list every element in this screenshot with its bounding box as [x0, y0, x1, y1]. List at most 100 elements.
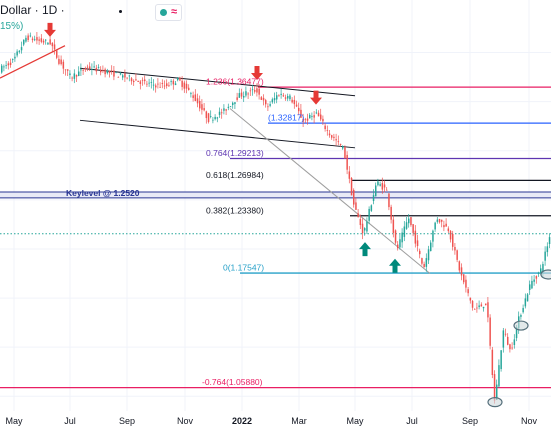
- candle-body: [467, 289, 469, 294]
- candle-body: [460, 267, 463, 276]
- candle-body: [207, 113, 210, 122]
- candle-body: [192, 95, 194, 98]
- level-lines: [0, 86, 551, 389]
- x-axis-tick-label: 2022: [232, 416, 252, 426]
- x-axis-tick-label: May: [5, 416, 23, 426]
- candle-body: [526, 294, 529, 302]
- candle-body: [452, 233, 454, 247]
- candle-body: [388, 193, 390, 208]
- candle-body: [445, 223, 447, 227]
- candle-body: [89, 66, 91, 69]
- change-percent: 15%): [0, 21, 24, 32]
- candle-body: [449, 230, 452, 240]
- candle-body: [368, 208, 370, 221]
- candle-body: [324, 125, 326, 130]
- candle-body: [23, 39, 25, 45]
- candle-body: [203, 108, 205, 111]
- candle-body: [100, 70, 102, 73]
- candle-body: [119, 73, 122, 75]
- candle-body: [194, 94, 197, 101]
- candle-body: [179, 77, 181, 81]
- candle-body: [144, 79, 146, 82]
- candle-body: [300, 109, 302, 118]
- candle-body: [280, 93, 282, 95]
- candle-body: [106, 70, 109, 74]
- candle-body: [146, 83, 148, 85]
- candle-body: [425, 258, 428, 267]
- highlight-ellipse: [487, 397, 503, 408]
- candle-body: [56, 50, 58, 58]
- candle-body: [355, 202, 357, 210]
- candle-body: [36, 37, 38, 41]
- candle-body: [298, 107, 300, 112]
- candle-body: [12, 59, 14, 60]
- candle-body: [108, 70, 111, 73]
- candle-body: [304, 119, 307, 121]
- candle-body: [353, 189, 355, 205]
- candles: [1, 32, 551, 404]
- fib-level-label: 0.382(1.23380): [206, 205, 264, 215]
- candle-body: [82, 69, 84, 71]
- candle-body: [278, 95, 280, 97]
- candle-body: [496, 384, 498, 400]
- buy-arrow-icon: [389, 258, 401, 273]
- buy-arrow-icon: [359, 242, 371, 257]
- candle-body: [430, 242, 432, 252]
- candle-body: [423, 263, 425, 268]
- candle-body: [487, 302, 489, 318]
- candle-body: [71, 77, 73, 79]
- fib-level-label: 0(1.17547): [223, 263, 264, 273]
- candle-body: [262, 97, 265, 101]
- candle-body: [542, 264, 544, 273]
- candle-body: [315, 112, 318, 114]
- candle-body: [269, 104, 271, 106]
- candle-body: [379, 184, 381, 186]
- candle-body: [529, 284, 531, 290]
- candle-body: [509, 344, 511, 350]
- candle-body: [454, 246, 456, 251]
- wave-icon: ≈: [171, 6, 178, 18]
- candle-body: [45, 39, 47, 41]
- x-axis-tick-label: Sep: [119, 416, 135, 426]
- candle-body: [306, 118, 309, 121]
- channel-line: [79, 67, 356, 97]
- candle-body: [438, 218, 441, 223]
- candle-body: [130, 78, 133, 82]
- candle-body: [276, 95, 278, 100]
- candle-body: [225, 109, 227, 111]
- candle-body: [27, 35, 29, 40]
- candle-body: [148, 82, 150, 84]
- candle-body: [91, 69, 93, 71]
- candle-body: [507, 336, 509, 345]
- candle-body: [5, 64, 7, 66]
- candle-body: [51, 42, 54, 47]
- candle-body: [399, 239, 401, 248]
- candle-body: [436, 219, 439, 222]
- candle-body: [196, 98, 199, 104]
- candle-body: [258, 88, 260, 95]
- candle-body: [256, 88, 258, 93]
- candle-body: [419, 250, 421, 255]
- candle-body: [414, 230, 417, 244]
- candle-body: [544, 251, 546, 261]
- candle-body: [150, 82, 153, 83]
- candle-body: [320, 114, 322, 120]
- candle-body: [370, 205, 373, 211]
- candle-body: [390, 206, 392, 220]
- candle-body: [493, 374, 496, 401]
- candle-body: [434, 222, 436, 230]
- candle-body: [348, 171, 351, 179]
- candle-body: [335, 139, 337, 141]
- candle-body: [97, 67, 100, 68]
- candle-body: [359, 219, 362, 226]
- indicator-badge[interactable]: ≈: [155, 4, 183, 21]
- channel-line: [229, 108, 431, 274]
- candle-body: [137, 80, 139, 83]
- candle-body: [86, 66, 89, 68]
- x-axis-tick-label: Jul: [406, 416, 418, 426]
- x-axis-tick-label: May: [346, 416, 364, 426]
- candle-body: [205, 111, 208, 119]
- candle-body: [157, 83, 159, 85]
